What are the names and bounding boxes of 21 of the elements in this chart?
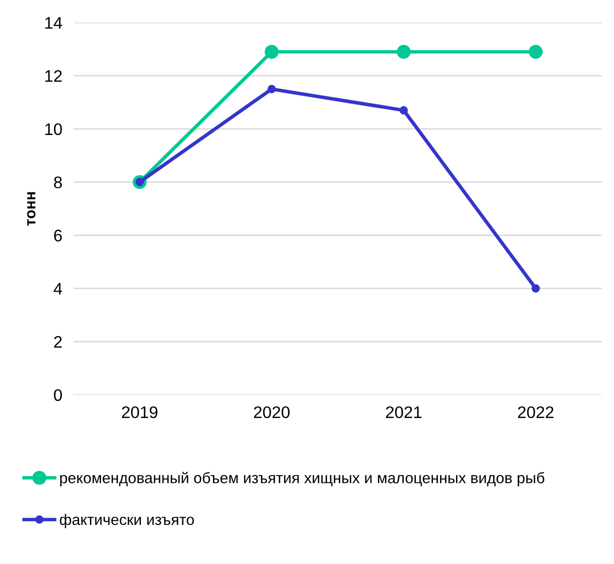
- y-tick-label: 0: [54, 389, 62, 402]
- y-tick-label: 12: [45, 70, 62, 82]
- point: [532, 284, 540, 293]
- legend-label: фактически изъято: [60, 514, 194, 528]
- y-axis-title: тонн: [27, 192, 36, 226]
- y-tick-label: 8: [54, 176, 62, 188]
- x-tick-label: 2020: [254, 406, 290, 418]
- y-tick-label: 10: [45, 123, 62, 136]
- point: [400, 106, 408, 114]
- point: [268, 84, 276, 94]
- x-tick-label: 2021: [386, 406, 422, 418]
- y-tick-label: 14: [45, 17, 62, 29]
- y-tick-label: 6: [54, 230, 62, 242]
- point: [264, 44, 279, 59]
- y-tick-label: 2: [54, 336, 62, 348]
- point: [396, 44, 411, 59]
- point: [528, 44, 543, 59]
- x-tick-label: 2022: [518, 406, 554, 418]
- y-tick-label: 4: [54, 283, 62, 294]
- x-tick-label: 2019: [122, 406, 158, 418]
- legend-label: рекомендованный объем изъятия хищных и малоценных видов рыб: [60, 472, 544, 486]
